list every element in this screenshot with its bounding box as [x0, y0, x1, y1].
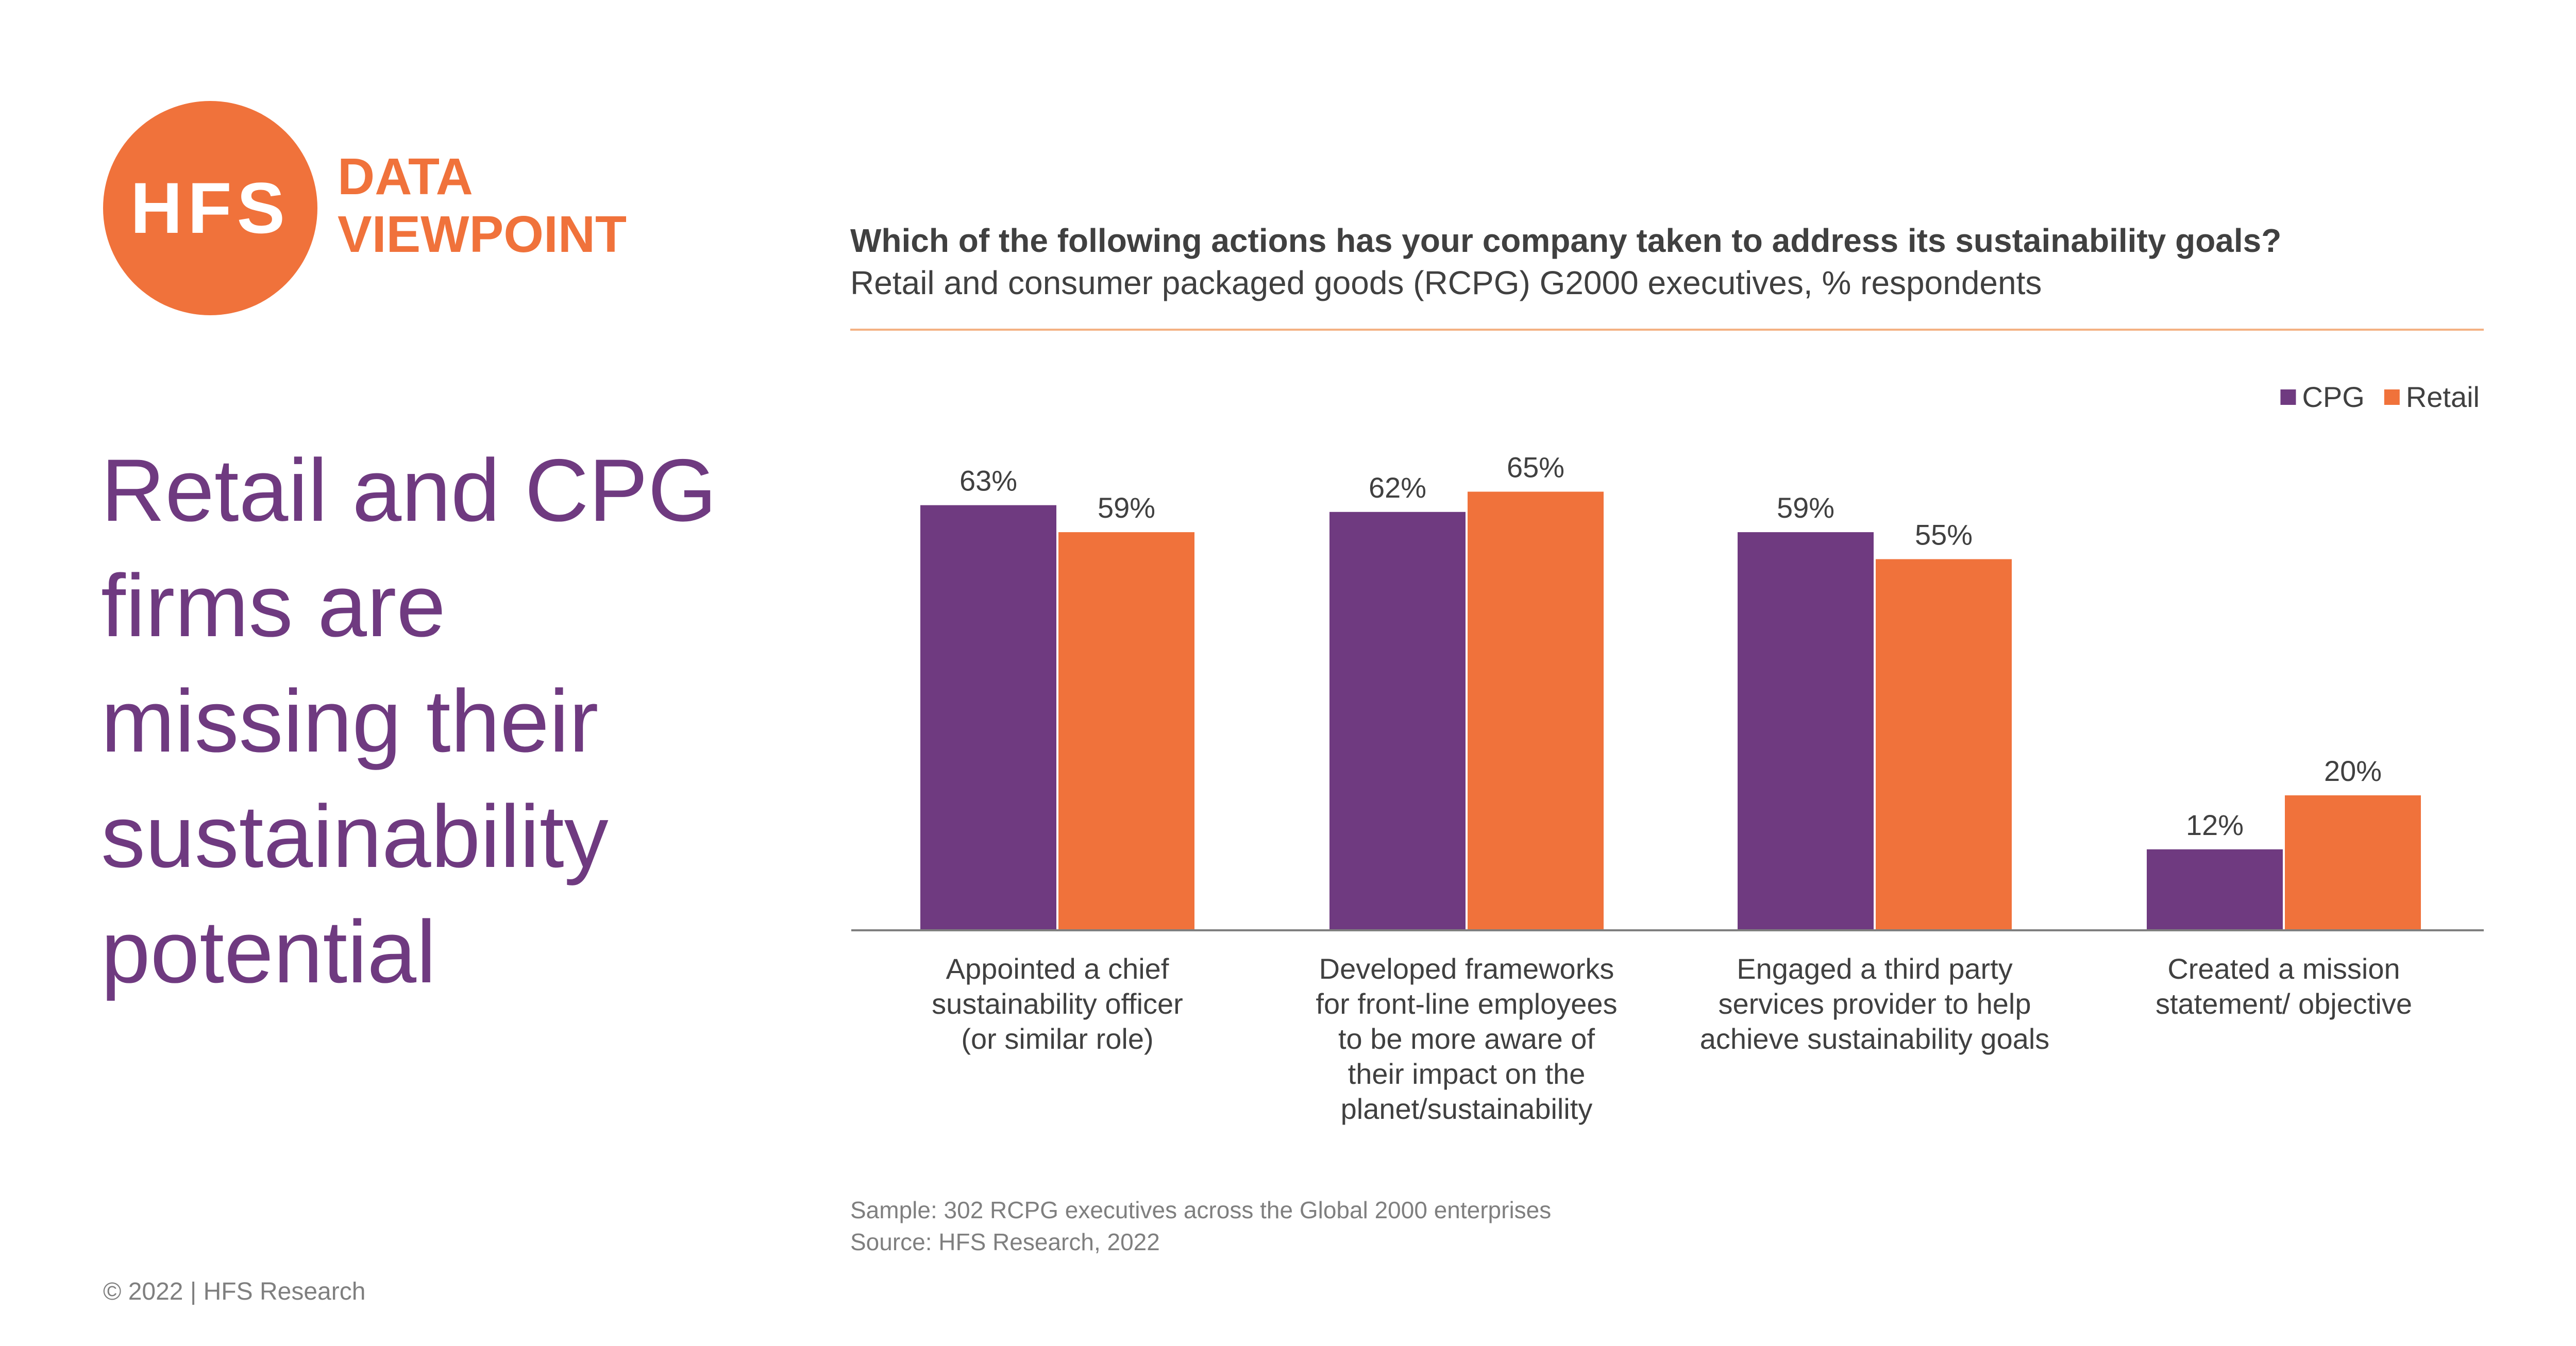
legend-swatch-retail [2384, 389, 2400, 405]
headline: Retail and CPG firms are missing their s… [101, 441, 717, 1001]
copyright: © 2022 | HFS Research [103, 1278, 366, 1305]
bar-retail-0 [1058, 532, 1194, 930]
data-label: 12% [2186, 809, 2244, 841]
legend-label-cpg: CPG [2302, 381, 2364, 413]
bar-cpg-3 [2147, 849, 2283, 930]
data-label: 59% [1777, 491, 1834, 524]
category-label-line: (or similar role) [961, 1023, 1153, 1055]
category-label-line: Created a mission [2167, 952, 2400, 985]
bar-retail-1 [1468, 491, 1604, 930]
hfs-logo: HFS [103, 101, 317, 315]
source-note: Source: HFS Research, 2022 [850, 1229, 1160, 1255]
chart-notes: Sample: 302 RCPG executives across the G… [850, 1194, 1551, 1258]
bar-cpg-2 [1738, 532, 1874, 930]
data-label: 65% [1507, 451, 1564, 484]
title-divider [850, 329, 2484, 331]
bar-retail-3 [2285, 795, 2421, 930]
legend-label-retail: Retail [2406, 381, 2480, 413]
category-label-line: Developed frameworks [1319, 952, 1614, 985]
sample-note: Sample: 302 RCPG executives across the G… [850, 1197, 1552, 1223]
category-label: Developed frameworks for front-line emplo… [1316, 952, 1617, 1125]
data-label: 55% [1915, 519, 1973, 551]
bar-cpg-0 [920, 505, 1056, 930]
bar-retail-2 [1876, 559, 2012, 930]
category-label-line: planet/sustainability [1341, 1093, 1593, 1125]
data-label: DATA [338, 148, 473, 206]
category-label-line: Appointed a chief [946, 952, 1169, 985]
category-label-line: achieve sustainability goals [1700, 1023, 2050, 1055]
chart-subtitle: Retail and consumer packaged goods (RCPG… [850, 264, 2042, 301]
data-label: 59% [1098, 491, 1155, 524]
category-label-line: to be more aware of [1338, 1023, 1595, 1055]
logo-text: HFS [130, 167, 290, 248]
category-label: Engaged a third party services provider t… [1700, 952, 2050, 1055]
category-label: Appointed a chief sustainability officer(… [932, 952, 1183, 1055]
data-label: 62% [1369, 471, 1426, 504]
category-label-line: for front-line employees [1316, 987, 1617, 1020]
category-label-line: Engaged a third party [1737, 952, 2012, 985]
category-label-line: sustainability officer [932, 987, 1183, 1020]
category-label-line: statement/ objective [2156, 987, 2412, 1020]
category-label: Created a mission statement/ objective [2156, 952, 2412, 1020]
legend-swatch-cpg [2280, 389, 2296, 405]
chart-title: Which of the following actions has your … [850, 222, 2282, 259]
category-label-line: their impact on the [1348, 1058, 1586, 1090]
viewpoint-label: VIEWPOINT [338, 206, 627, 263]
category-label-line: services provider to help [1719, 987, 2031, 1020]
data-label: 63% [959, 465, 1017, 497]
bar-cpg-1 [1329, 512, 1466, 930]
data-label: 20% [2324, 755, 2382, 787]
